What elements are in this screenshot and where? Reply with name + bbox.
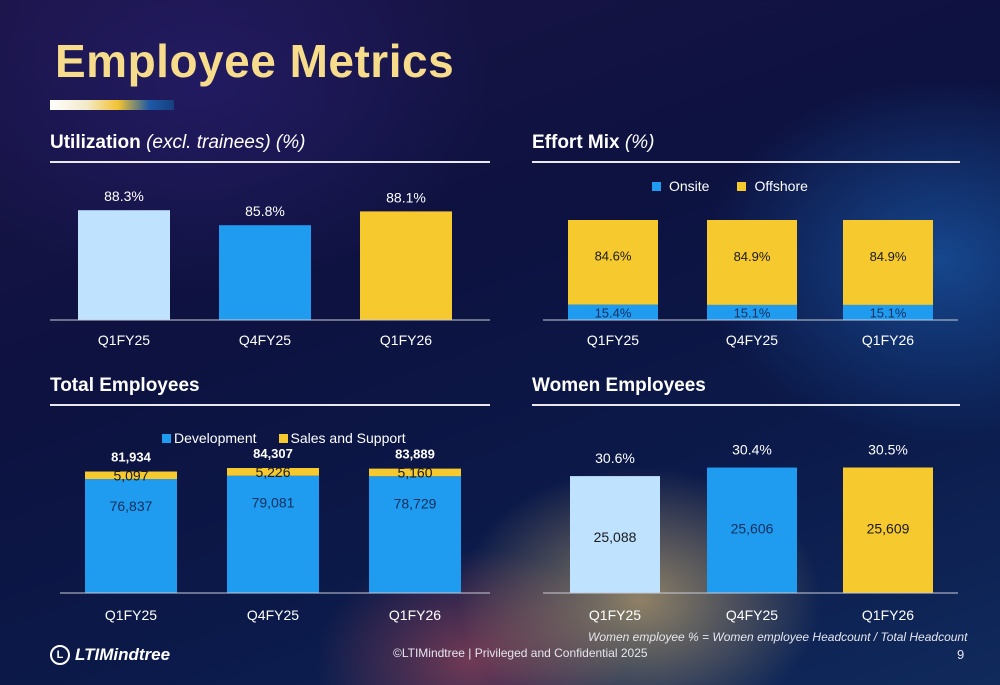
total-label-development-q1fy25: 76,837 <box>110 498 153 514</box>
offshore-swatch <box>737 181 747 191</box>
effort-bar-onsite-q1fy26 <box>843 304 933 320</box>
total-sum-q4fy25: 84,307 <box>253 446 293 461</box>
total-bar-development-q4fy25 <box>227 475 319 593</box>
utilization-label-q1fy26: 88.1% <box>386 189 426 205</box>
effort-label-offshore-q4fy25: 84.9% <box>734 249 771 264</box>
total-tick-q1fy25: Q1FY25 <box>105 607 157 623</box>
total-bar-sales-q4fy25 <box>227 468 319 476</box>
women-tick-q4fy25: Q4FY25 <box>726 607 778 623</box>
effort-bar-offshore-q4fy25 <box>707 220 797 305</box>
company-logo: L LTIMindtree <box>50 645 170 665</box>
total-employees-chart: 76,837 5,097 81,934 Q1FY25 79,081 5,226 84,307… <box>60 446 490 623</box>
women-bar-q1fy25 <box>570 476 660 593</box>
total-label-sales-q1fy26: 5,160 <box>397 464 432 480</box>
total-tick-q1fy26: Q1FY26 <box>389 607 441 623</box>
women-pct-label-q4fy25: 30.4% <box>732 442 772 458</box>
utilization-title: Utilization <box>50 132 141 153</box>
total-label-development-q1fy26: 78,729 <box>394 495 437 511</box>
development-legend-label: Development <box>174 430 257 446</box>
effort-tick-q1fy25: Q1FY25 <box>587 332 639 348</box>
utilization-tick-q1fy26: Q1FY26 <box>380 332 432 348</box>
women-employees-chart: 25,088 30.6% Q1FY25 25,606 30.4% Q4FY25 25,609… <box>543 442 958 623</box>
total-bar-sales-q1fy26 <box>369 468 461 477</box>
onsite-legend-label: Onsite <box>669 178 710 194</box>
utilization-label-q1fy25: 88.3% <box>104 188 144 204</box>
total-sum-q1fy26: 83,889 <box>395 447 435 462</box>
effort-tick-q4fy25: Q4FY25 <box>726 332 778 348</box>
effort-subtitle: (%) <box>624 132 655 153</box>
women-count-label-q1fy26: 25,609 <box>867 521 910 537</box>
utilization-bar-q1fy26 <box>360 211 452 320</box>
utilization-label-q4fy25: 85.8% <box>245 203 285 219</box>
effort-section-title: Effort Mix (%) <box>532 132 960 163</box>
utilization-section-title: Utilization (excl. trainees) (%) <box>50 132 490 163</box>
title-underline-bar <box>50 100 174 110</box>
total-label-development-q4fy25: 79,081 <box>252 495 295 511</box>
offshore-legend-label: Offshore <box>754 178 808 194</box>
total-bar-development-q1fy25 <box>85 479 177 593</box>
women-title: Women Employees <box>532 375 706 396</box>
women-bar-q4fy25 <box>707 467 797 593</box>
effort-tick-q1fy26: Q1FY26 <box>862 332 914 348</box>
effort-title: Effort Mix <box>532 132 620 153</box>
women-section-title: Women Employees <box>532 375 960 406</box>
effort-legend-offshore: Offshore <box>737 178 808 194</box>
women-bar-q1fy26 <box>843 467 933 593</box>
total-label-sales-q1fy25: 5,097 <box>113 467 148 483</box>
total-section-title: Total Employees <box>50 375 490 406</box>
women-count-label-q4fy25: 25,606 <box>731 521 774 537</box>
utilization-subtitle: (excl. trainees) (%) <box>146 132 306 153</box>
utilization-tick-q4fy25: Q4FY25 <box>239 332 291 348</box>
onsite-swatch <box>652 181 661 191</box>
effort-mix-chart: 15.4% 84.6% Q1FY25 15.1% 84.9% Q4FY25 15.1% 84.… <box>543 220 958 348</box>
total-bar-development-q1fy26 <box>369 476 461 593</box>
logo-text: LTIMindtree <box>75 645 171 664</box>
effort-bar-onsite-q1fy25 <box>568 304 658 320</box>
footer-confidential: ©LTIMindtree | Privileged and Confidenti… <box>393 646 648 660</box>
lt-logo-icon: L <box>50 645 70 665</box>
total-legend-sales: Sales and Support <box>278 430 406 446</box>
total-legend: Development Sales and Support <box>162 430 434 446</box>
total-legend-development: Development <box>162 430 257 446</box>
total-sum-q1fy25: 81,934 <box>111 450 152 465</box>
utilization-tick-q1fy25: Q1FY25 <box>98 332 150 348</box>
effort-legend-onsite: Onsite <box>652 178 709 194</box>
effort-bar-onsite-q4fy25 <box>707 304 797 320</box>
development-swatch <box>162 433 171 443</box>
total-title: Total Employees <box>50 375 200 396</box>
utilization-bar-q4fy25 <box>219 225 311 320</box>
women-pct-label-q1fy25: 30.6% <box>595 450 635 466</box>
total-label-sales-q4fy25: 5,226 <box>255 464 290 480</box>
effort-label-offshore-q1fy25: 84.6% <box>595 249 632 264</box>
utilization-chart: 88.3% Q1FY25 85.8% Q4FY25 88.1% Q1FY26 <box>50 188 490 348</box>
effort-bar-offshore-q1fy26 <box>843 220 933 305</box>
effort-bar-offshore-q1fy25 <box>568 220 658 305</box>
effort-label-offshore-q1fy26: 84.9% <box>870 249 907 264</box>
effort-legend: Onsite Offshore <box>652 178 836 194</box>
total-bar-sales-q1fy25 <box>85 471 177 480</box>
page-title: Employee Metrics <box>55 35 455 87</box>
page-number: 9 <box>957 647 965 662</box>
utilization-bar-q1fy25 <box>78 210 170 320</box>
effort-label-onsite-q1fy26: 15.1% <box>870 305 907 320</box>
total-tick-q4fy25: Q4FY25 <box>247 607 299 623</box>
women-tick-q1fy26: Q1FY26 <box>862 607 914 623</box>
effort-label-onsite-q1fy25: 15.4% <box>595 305 632 320</box>
women-percentage-note: Women employee % = Women employee Headco… <box>588 630 968 644</box>
women-count-label-q1fy25: 25,088 <box>594 529 637 545</box>
sales-legend-label: Sales and Support <box>290 430 406 446</box>
women-pct-label-q1fy26: 30.5% <box>868 442 908 458</box>
women-tick-q1fy25: Q1FY25 <box>589 607 641 623</box>
effort-label-onsite-q4fy25: 15.1% <box>734 305 771 320</box>
sales-swatch <box>278 433 288 443</box>
